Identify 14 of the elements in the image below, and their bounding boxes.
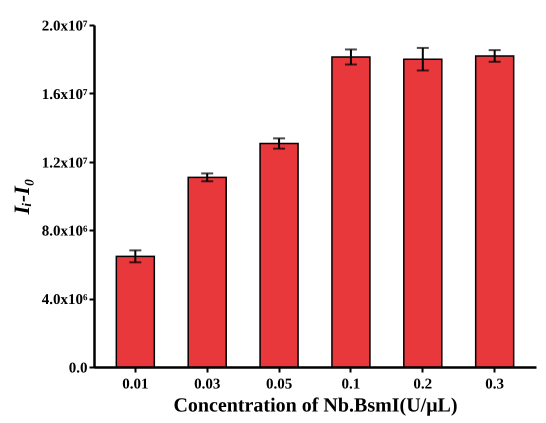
x-tick-label: 0.3 <box>485 376 504 392</box>
x-tick-label: 0.01 <box>122 376 148 392</box>
y-tick-label: 0.0 <box>68 360 88 376</box>
y-axis-title: Iᵢ-I₀ <box>8 178 34 216</box>
x-tick-label: 0.03 <box>194 376 220 392</box>
y-tick-label: 1.6x10⁷ <box>42 86 88 103</box>
x-axis-title: Concentration of Nb.BsmI(U/μL) <box>173 394 458 416</box>
x-tick-label: 0.1 <box>342 376 360 392</box>
x-tick-label: 0.2 <box>413 376 432 392</box>
y-tick-label: 8.0x10⁶ <box>42 224 88 240</box>
y-tick-label: 2.0x10⁷ <box>42 18 88 34</box>
x-tick-label: 0.05 <box>266 376 292 392</box>
y-tick-label: 1.2x10⁷ <box>42 155 88 172</box>
y-tick-label: 4.0x10⁶ <box>42 292 88 308</box>
